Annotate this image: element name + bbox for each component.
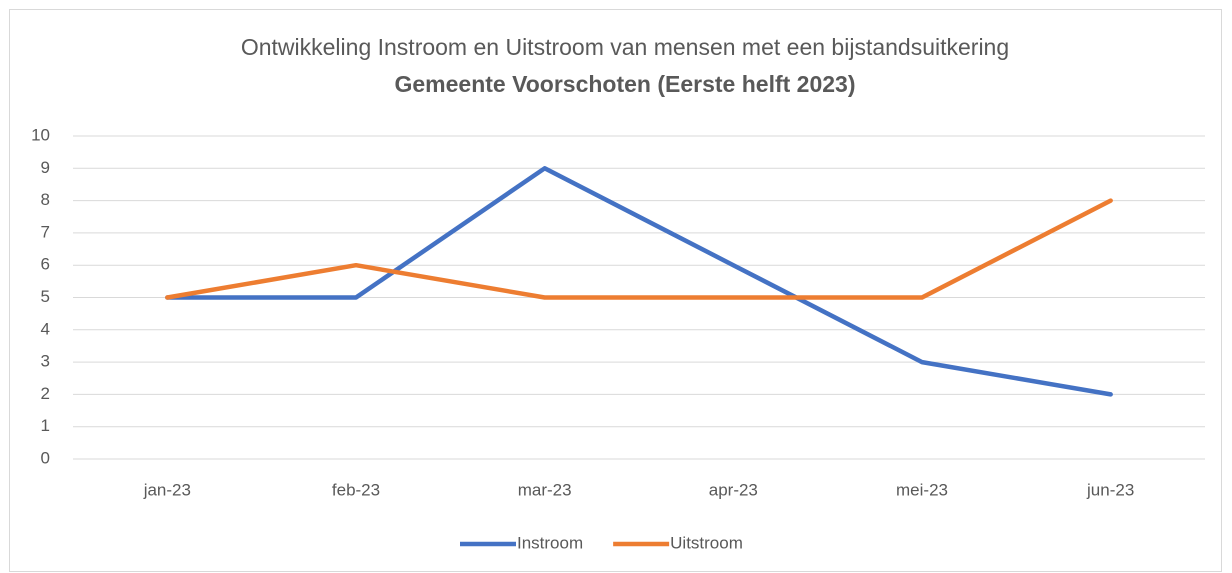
y-tick-label: 10 xyxy=(31,125,50,144)
x-tick-label: apr-23 xyxy=(709,480,758,499)
line-series xyxy=(165,166,1113,397)
chart-title: Ontwikkeling Instroom en Uitstroom van m… xyxy=(241,34,1009,60)
legend-label: Instroom xyxy=(517,533,583,552)
y-tick-label: 6 xyxy=(41,255,50,274)
legend-label: Uitstroom xyxy=(670,533,743,552)
y-tick-label: 4 xyxy=(41,319,50,338)
x-tick-label: mei-23 xyxy=(896,480,948,499)
y-tick-label: 3 xyxy=(41,352,50,371)
x-tick-label: jan-23 xyxy=(143,480,191,499)
chart-subtitle: Gemeente Voorschoten (Eerste helft 2023) xyxy=(395,71,856,97)
y-tick-label: 5 xyxy=(41,287,50,306)
x-tick-label: feb-23 xyxy=(332,480,380,499)
x-tick-label: mar-23 xyxy=(518,480,572,499)
line-series xyxy=(165,198,1113,300)
y-tick-label: 8 xyxy=(41,190,50,209)
y-tick-label: 7 xyxy=(41,222,50,241)
y-tick-label: 0 xyxy=(41,448,50,467)
y-tick-label: 9 xyxy=(41,158,50,177)
x-tick-label: jun-23 xyxy=(1086,480,1134,499)
y-tick-label: 2 xyxy=(41,384,50,403)
y-tick-label: 1 xyxy=(41,416,50,435)
